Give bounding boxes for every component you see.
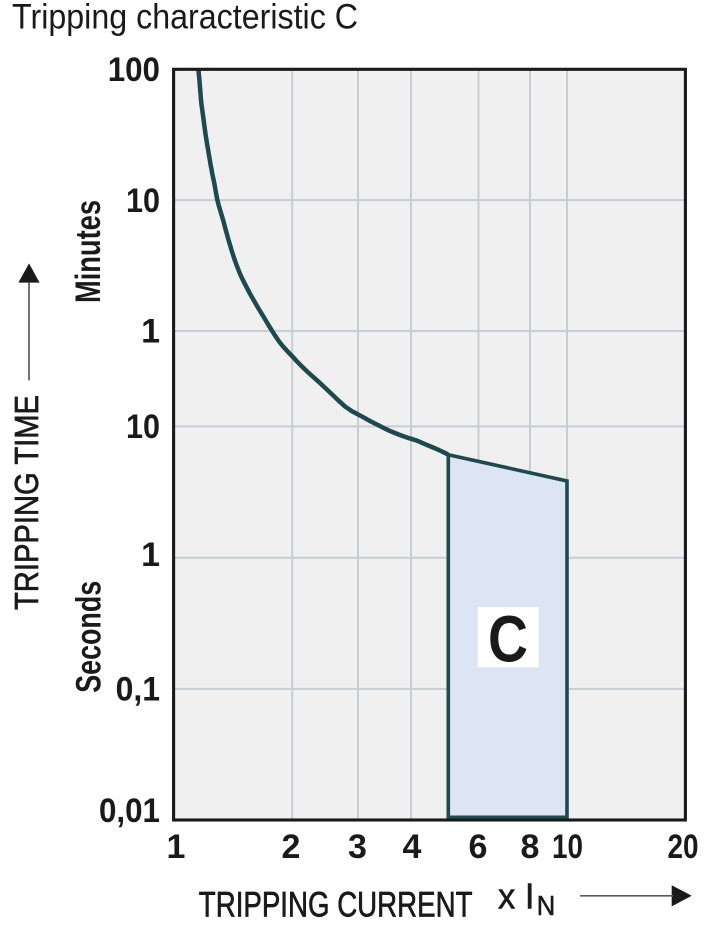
svg-text:3: 3 bbox=[348, 828, 367, 866]
svg-text:0,01: 0,01 bbox=[99, 792, 160, 830]
svg-text:4: 4 bbox=[403, 828, 422, 866]
svg-text:C: C bbox=[488, 602, 528, 676]
svg-text:Minutes: Minutes bbox=[69, 200, 108, 303]
svg-text:Tripping characteristic C: Tripping characteristic C bbox=[12, 0, 358, 37]
svg-text:8: 8 bbox=[521, 828, 540, 866]
svg-text:10: 10 bbox=[552, 828, 583, 866]
svg-text:N: N bbox=[537, 890, 556, 921]
svg-text:20: 20 bbox=[668, 828, 699, 866]
svg-text:x I: x I bbox=[498, 875, 535, 916]
svg-text:1: 1 bbox=[167, 828, 186, 866]
svg-text:Seconds: Seconds bbox=[70, 581, 109, 693]
svg-text:2: 2 bbox=[282, 828, 301, 866]
svg-text:TRIPPING CURRENT: TRIPPING CURRENT bbox=[199, 885, 473, 924]
svg-text:100: 100 bbox=[108, 51, 160, 89]
svg-text:10: 10 bbox=[126, 182, 160, 220]
svg-text:0,1: 0,1 bbox=[116, 671, 160, 709]
svg-text:1: 1 bbox=[141, 536, 160, 574]
svg-text:TRIPPING TIME: TRIPPING TIME bbox=[8, 395, 45, 610]
svg-text:1: 1 bbox=[141, 313, 160, 351]
svg-text:10: 10 bbox=[126, 408, 160, 446]
svg-text:6: 6 bbox=[469, 828, 488, 866]
